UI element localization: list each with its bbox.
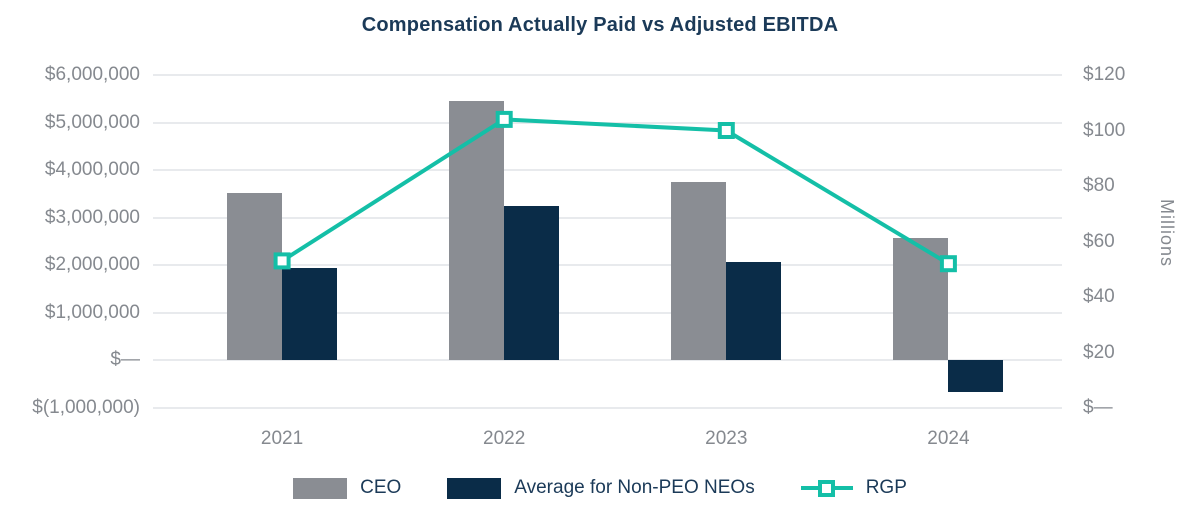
right-axis-tick-label: $60 [1083,230,1115,252]
right-axis-tick-label: $20 [1083,341,1115,363]
bar-ceo-2021 [227,192,283,361]
rgp-marker-2023 [717,122,735,139]
left-axis-tick-label: $4,000,000 [44,159,140,181]
bar-ceo-2023 [671,181,727,361]
bar-neo-2022 [504,205,560,361]
right-axis-tick-label: $80 [1083,175,1115,196]
rgp-square-marker-icon [817,479,835,497]
gridline [153,311,1062,314]
left-axis-tick-label: $1,000,000 [44,301,140,323]
left-axis-tick-label: $6,000,000 [44,64,140,85]
legend-item-non-peo-neos: Average for Non-PEO NEOs [447,477,755,499]
left-axis-tick-label: $2,000,000 [44,254,140,276]
ceo-swatch [293,477,348,499]
right-axis-tick-label: $120 [1083,64,1126,85]
x-axis-year-label: 2024 [927,428,970,449]
legend-item-rgp: RGP [800,477,907,499]
gridline [153,74,1062,76]
rgp-line-marker-icon [800,479,853,497]
chart-title: Compensation Actually Paid vs Adjusted E… [361,14,839,36]
legend-label-rgp: RGP [865,477,907,498]
x-axis-year-label: 2021 [260,428,304,449]
gridline [153,121,1062,124]
gridline [153,216,1062,219]
bar-neo-2024 [948,360,1004,393]
left-axis-tick-label: $— [110,349,140,371]
gridline [153,407,1062,409]
bar-neo-2023 [726,262,782,361]
left-axis-tick-label: $3,000,000 [44,206,140,228]
bar-neo-2021 [282,268,338,361]
legend-label-non-peo-neos: Average for Non-PEO NEOs [514,477,755,498]
x-axis-year-label: 2023 [705,428,748,449]
bar-ceo-2022 [449,101,505,361]
legend-item-ceo: CEO [293,477,401,499]
bar-ceo-2024 [893,238,949,361]
rgp-line [281,117,950,266]
right-axis-tick-label: $— [1083,397,1113,418]
x-axis-year-label: 2022 [483,428,526,449]
gridline [153,169,1062,172]
right-axis-tick-label: $100 [1083,119,1126,141]
right-axis-tick-label: $40 [1083,286,1115,307]
gridline [153,359,1062,362]
legend-label-ceo: CEO [360,477,402,498]
right-axis-title: Millions [1157,199,1177,268]
non-peo-neos-swatch [447,477,502,499]
legend: CEO Average for Non-PEO NEOs RGP [0,474,1200,502]
left-axis-tick-label: $(1,000,000) [32,397,140,418]
left-axis-tick-label: $5,000,000 [44,111,140,133]
